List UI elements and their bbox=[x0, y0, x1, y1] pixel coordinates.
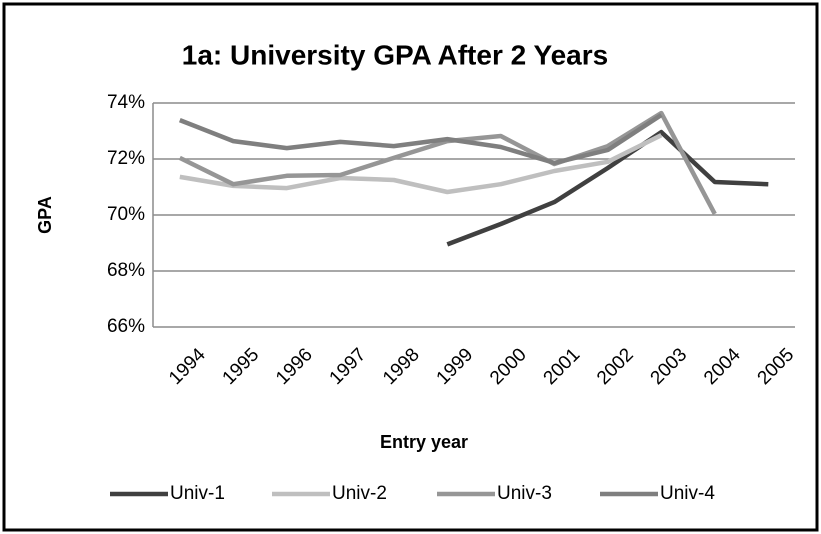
y-tick-label: 72% bbox=[107, 148, 145, 169]
legend-label: Univ-4 bbox=[660, 483, 715, 504]
legend-label: Univ-2 bbox=[332, 483, 387, 504]
chart-title: 1a: University GPA After 2 Years bbox=[182, 39, 608, 70]
legend-label: Univ-3 bbox=[497, 483, 552, 504]
x-axis-title: Entry year bbox=[380, 432, 468, 452]
y-tick-label: 74% bbox=[107, 92, 145, 113]
y-tick-label: 68% bbox=[107, 260, 145, 281]
y-axis-title: GPA bbox=[35, 196, 55, 234]
series-line bbox=[446, 129, 769, 247]
y-tick-label: 66% bbox=[107, 316, 145, 337]
y-tick-label: 70% bbox=[107, 204, 145, 225]
series-line bbox=[178, 113, 663, 166]
legend-label: Univ-1 bbox=[170, 483, 225, 504]
series-line bbox=[179, 133, 663, 195]
